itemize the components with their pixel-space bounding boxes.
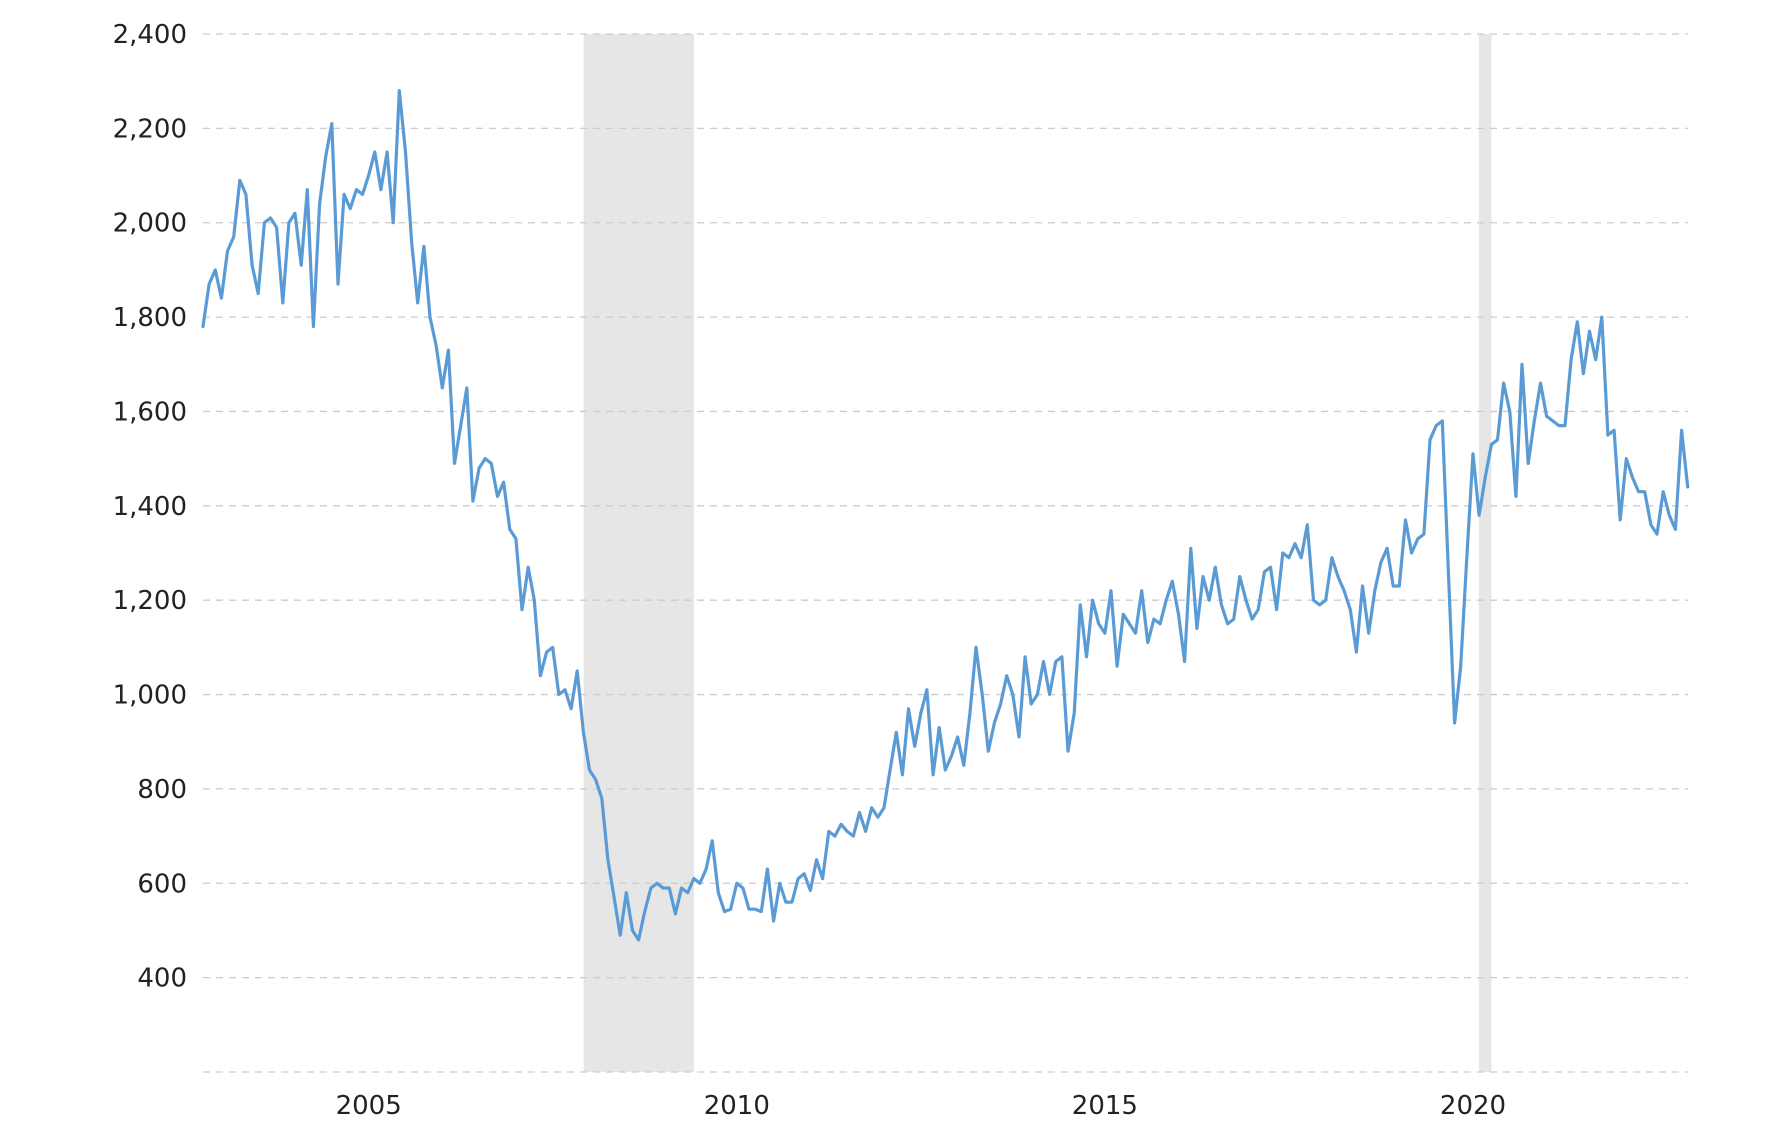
gridlines [203,33,1688,1073]
y-tick-label: 1,400 [113,492,187,522]
y-tick-label: 800 [137,775,187,805]
y-tick-label: 2,400 [113,20,187,50]
y-tick-label: 1,600 [113,397,187,427]
x-tick-label: 2015 [1072,1091,1138,1120]
recession-band-0 [583,34,695,1072]
y-tick-label: 400 [137,964,187,994]
y-tick-label: 1,800 [113,303,187,333]
y-tick-label: 2,200 [113,114,187,144]
y-axis-tick-labels: 400 600 800 1,000 1,200 1,400 1,600 1,800 2,000 2… [113,20,187,994]
x-tick-label: 2005 [336,1091,402,1120]
x-tick-label: 2020 [1440,1091,1506,1120]
series-layer [201,88,1690,942]
y-tick-label: 600 [137,869,187,899]
y-tick-label: 1,200 [113,586,187,616]
y-tick-label: 1,000 [113,681,187,711]
x-axis-tick-labels: 2005 2010 2015 2020 [336,1091,1507,1121]
series-line-0 [201,88,1690,942]
recession-band-1 [1478,34,1492,1072]
y-tick-label: 2,000 [113,209,187,239]
recession-bands [583,34,1492,1072]
x-tick-label: 2010 [704,1091,770,1120]
